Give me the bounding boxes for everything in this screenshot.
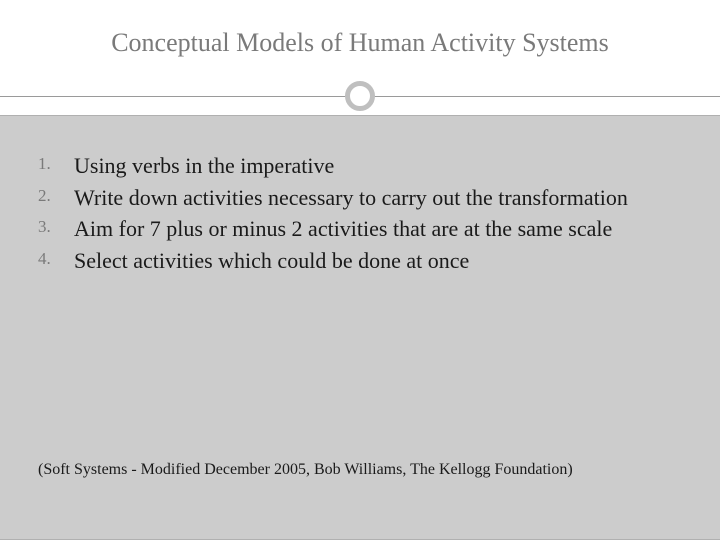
circle-icon [345,81,375,111]
list-item-text: Using verbs in the imperative [74,153,334,178]
header-region: Conceptual Models of Human Activity Syst… [0,0,720,115]
list-item: Write down activities necessary to carry… [38,183,682,213]
slide: Conceptual Models of Human Activity Syst… [0,0,720,540]
list-item-text: Aim for 7 plus or minus 2 activities tha… [74,216,612,241]
list-item-text: Select activities which could be done at… [74,248,469,273]
list-item: Using verbs in the imperative [38,151,682,181]
list-item: Aim for 7 plus or minus 2 activities tha… [38,214,682,244]
citation-text: (Soft Systems - Modified December 2005, … [38,461,682,479]
body-region: Using verbs in the imperative Write down… [0,115,720,540]
slide-title: Conceptual Models of Human Activity Syst… [0,28,720,58]
list-item: Select activities which could be done at… [38,246,682,276]
numbered-list: Using verbs in the imperative Write down… [38,151,682,276]
list-item-text: Write down activities necessary to carry… [74,185,628,210]
